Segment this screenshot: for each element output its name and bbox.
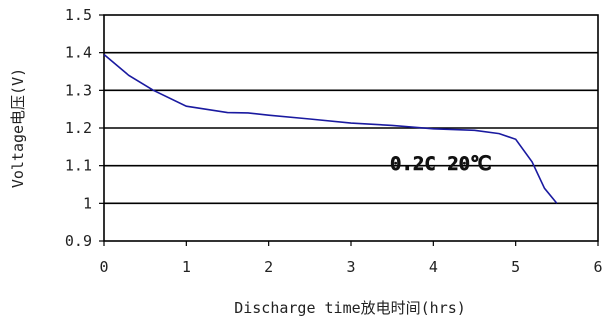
- x-tick-label: 6: [593, 258, 602, 276]
- y-axis: 1.5 1.4 1.3 1.2 1.1 1 0.9: [65, 6, 104, 250]
- y-axis-title: Voltage电压(V): [9, 68, 27, 188]
- y-tick-label: 1.4: [65, 44, 92, 62]
- x-tick-label: 1: [182, 258, 191, 276]
- y-tick-label: 1.3: [65, 81, 92, 99]
- x-tick-label: 5: [511, 258, 520, 276]
- y-tick-label: 1.1: [65, 157, 92, 175]
- gridlines: [104, 51, 598, 205]
- y-tick-label: 1: [83, 194, 92, 212]
- y-tick-label: 1.2: [65, 119, 92, 137]
- x-axis: 0 1 2 3 4 5 6: [99, 241, 602, 276]
- y-tick-label: 0.9: [65, 232, 92, 250]
- annotation-label: 0.2C 20℃: [390, 153, 491, 175]
- series-line: [103, 53, 558, 204]
- y-tick-label: 1.5: [65, 6, 92, 24]
- x-tick-label: 4: [429, 258, 438, 276]
- x-tick-label: 0: [99, 258, 108, 276]
- x-tick-label: 2: [264, 258, 273, 276]
- x-tick-label: 3: [346, 258, 355, 276]
- x-axis-title: Discharge time放电时间(hrs): [234, 299, 466, 317]
